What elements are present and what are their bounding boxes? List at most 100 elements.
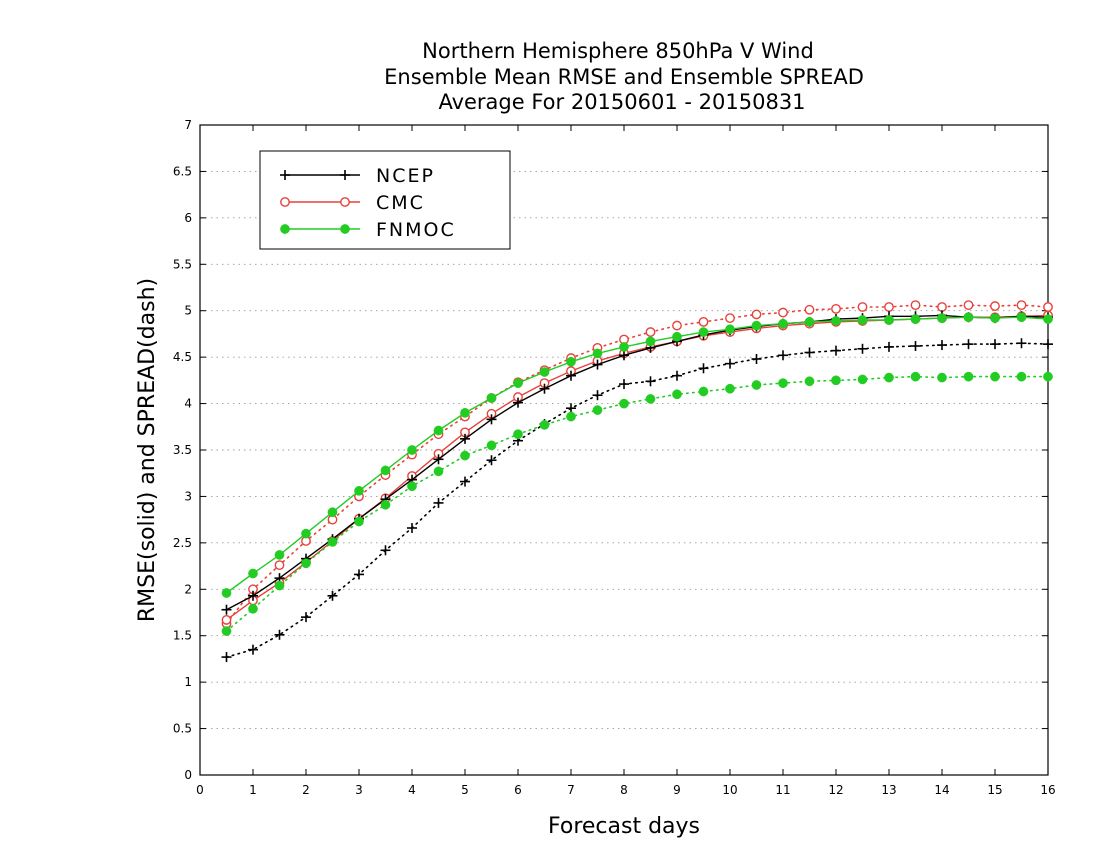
spread-point-ncep bbox=[910, 341, 921, 351]
x-tick-label: 14 bbox=[934, 783, 949, 797]
x-tick-label: 16 bbox=[1040, 783, 1055, 797]
rmse-point-ncep bbox=[513, 397, 523, 408]
rmse-point-fnmoc bbox=[963, 312, 974, 323]
rmse-point-ncep bbox=[248, 590, 258, 601]
spread-point-ncep bbox=[486, 455, 497, 466]
y-tick-label: 2.5 bbox=[173, 536, 192, 550]
spread-point-fnmoc bbox=[990, 371, 1000, 382]
rmse-point-ncep bbox=[592, 359, 603, 370]
spread-point-cmc bbox=[963, 300, 974, 311]
spread-point-ncep bbox=[645, 376, 656, 387]
rmse-point-fnmoc bbox=[884, 315, 894, 325]
rmse-point-ncep bbox=[221, 604, 232, 615]
series-fnmoc bbox=[221, 312, 1053, 636]
spread-point-ncep bbox=[592, 390, 603, 401]
rmse-point-fnmoc bbox=[407, 445, 417, 455]
spread-point-ncep bbox=[433, 497, 444, 508]
spread-point-cmc bbox=[672, 320, 682, 331]
spread-point-fnmoc bbox=[910, 371, 921, 382]
spread-point-fnmoc bbox=[963, 371, 974, 382]
x-tick-label: 6 bbox=[514, 783, 522, 797]
spread-point-ncep bbox=[857, 343, 868, 354]
legend-box bbox=[259, 150, 511, 250]
spread-point-fnmoc bbox=[513, 429, 523, 440]
rmse-point-fnmoc bbox=[1043, 314, 1053, 324]
rmse-point-fnmoc bbox=[751, 320, 762, 331]
x-tick-label: 1 bbox=[249, 783, 257, 797]
spread-point-fnmoc bbox=[804, 376, 815, 387]
spread-point-cmc bbox=[751, 309, 762, 320]
x-tick-label: 3 bbox=[355, 783, 363, 797]
spread-point-cmc bbox=[698, 316, 709, 327]
rmse-point-fnmoc bbox=[327, 507, 338, 518]
y-tick-label: 5.5 bbox=[173, 257, 192, 271]
rmse-point-fnmoc bbox=[486, 393, 497, 403]
spread-point-ncep bbox=[407, 523, 417, 533]
series-cmc bbox=[221, 300, 1053, 629]
spread-point-fnmoc bbox=[1016, 371, 1027, 382]
spread-point-fnmoc bbox=[433, 466, 444, 477]
x-tick-label: 10 bbox=[722, 783, 737, 797]
spread-point-cmc bbox=[725, 313, 735, 324]
spread-point-cmc bbox=[910, 300, 921, 311]
title-line-3: Average For 20150601 - 20150831 bbox=[438, 90, 805, 114]
spread-point-cmc bbox=[937, 302, 947, 312]
spread-point-fnmoc bbox=[354, 516, 364, 527]
spread-point-ncep bbox=[274, 629, 285, 640]
spread-point-fnmoc bbox=[725, 383, 735, 394]
y-tick-label: 2 bbox=[184, 582, 192, 596]
spread-point-fnmoc bbox=[301, 558, 311, 569]
rmse-point-fnmoc bbox=[804, 317, 815, 327]
y-tick-label: 3.5 bbox=[173, 443, 192, 457]
x-tick-label: 5 bbox=[461, 783, 469, 797]
spread-point-ncep bbox=[566, 403, 576, 414]
spread-point-cmc bbox=[990, 301, 1000, 311]
spread-point-ncep bbox=[937, 340, 947, 351]
legend-marker-ncep bbox=[340, 170, 350, 180]
spread-point-ncep bbox=[301, 612, 311, 623]
legend-label-fnmoc: FNMOC bbox=[376, 219, 456, 241]
spread-point-fnmoc bbox=[1043, 371, 1053, 382]
rmse-line-fnmoc bbox=[226, 316, 1049, 594]
rmse-point-ncep bbox=[433, 454, 444, 465]
spread-point-ncep bbox=[698, 363, 709, 374]
spread-point-fnmoc bbox=[831, 375, 841, 386]
spread-point-ncep bbox=[619, 379, 629, 390]
spread-point-cmc bbox=[645, 327, 656, 337]
rmse-point-ncep bbox=[566, 370, 576, 381]
spread-point-fnmoc bbox=[937, 372, 947, 383]
y-tick-label: 4 bbox=[184, 397, 192, 411]
spread-point-ncep bbox=[751, 354, 762, 364]
spread-point-fnmoc bbox=[645, 394, 656, 404]
spread-point-fnmoc bbox=[380, 499, 391, 510]
spread-point-fnmoc bbox=[857, 374, 868, 385]
spread-point-ncep bbox=[990, 339, 1000, 350]
rmse-point-fnmoc bbox=[619, 342, 629, 352]
spread-point-ncep bbox=[725, 358, 735, 369]
rmse-point-fnmoc bbox=[857, 315, 868, 325]
spread-point-ncep bbox=[248, 644, 258, 655]
spread-point-fnmoc bbox=[486, 440, 497, 451]
spread-point-ncep bbox=[778, 350, 788, 361]
spread-point-fnmoc bbox=[460, 450, 470, 461]
spread-point-fnmoc bbox=[407, 481, 417, 492]
y-tick-label: 1.5 bbox=[173, 629, 192, 643]
rmse-point-cmc bbox=[221, 615, 232, 625]
x-tick-label: 12 bbox=[828, 783, 843, 797]
spread-line-ncep bbox=[225, 342, 1049, 658]
y-tick-label: 0 bbox=[184, 768, 192, 782]
rmse-point-fnmoc bbox=[221, 588, 232, 598]
x-tick-label: 2 bbox=[302, 783, 310, 797]
spread-point-ncep bbox=[380, 545, 391, 556]
spread-point-fnmoc bbox=[221, 626, 232, 636]
series-ncep bbox=[221, 310, 1053, 663]
spread-point-cmc bbox=[274, 560, 285, 571]
spread-point-fnmoc bbox=[778, 378, 788, 388]
rmse-point-fnmoc bbox=[672, 331, 682, 342]
rmse-point-fnmoc bbox=[592, 348, 603, 359]
rmse-point-fnmoc bbox=[698, 327, 709, 337]
spread-line-cmc bbox=[225, 304, 1049, 625]
x-tick-label: 11 bbox=[775, 783, 790, 797]
spread-point-fnmoc bbox=[619, 398, 629, 409]
